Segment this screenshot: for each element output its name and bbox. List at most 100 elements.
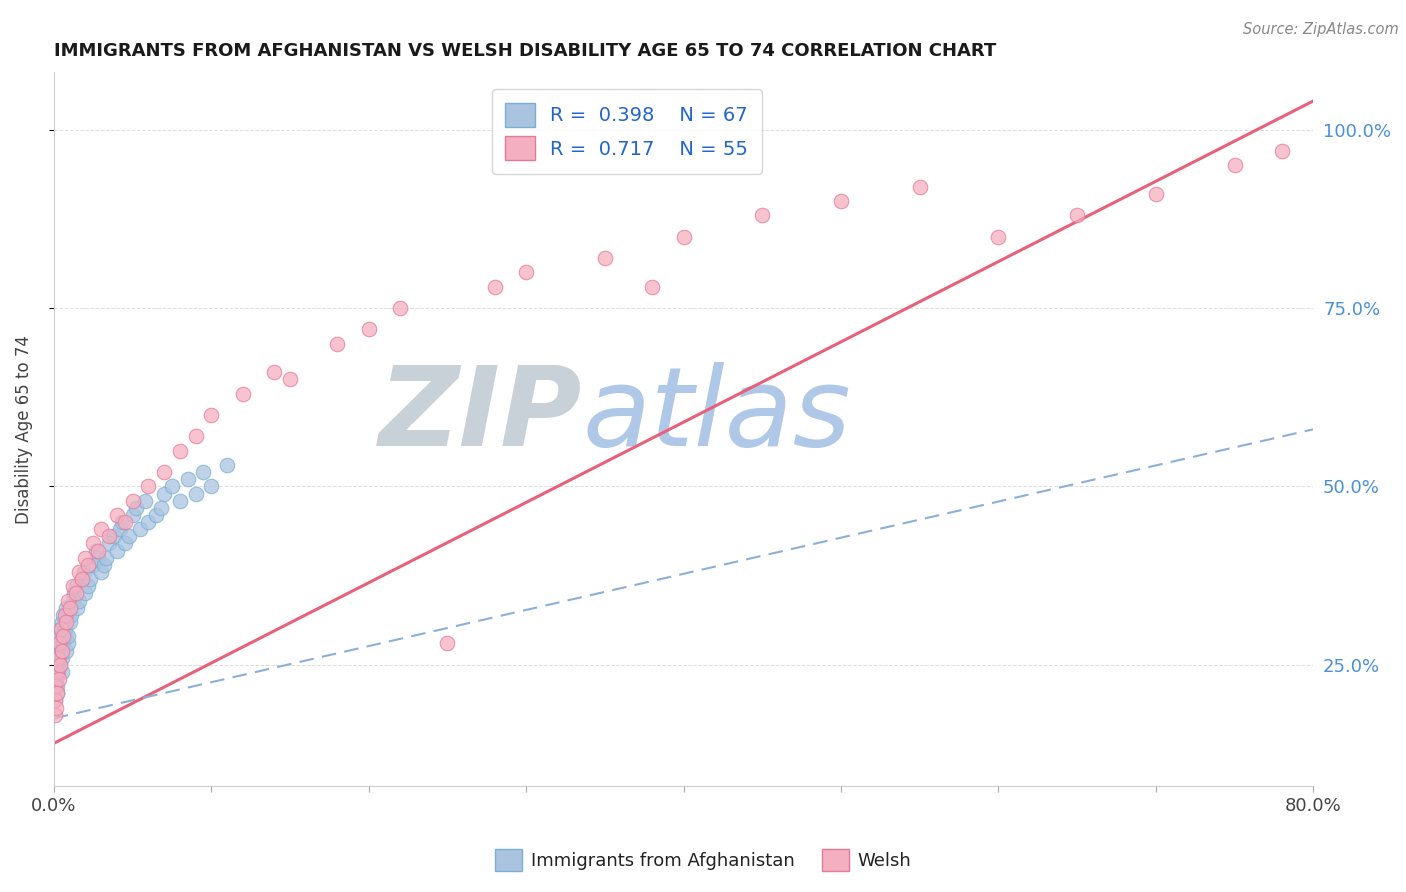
Point — [45, 643, 67, 657]
Point — [1271, 144, 1294, 158]
Point — [51, 665, 73, 679]
Point — [121, 493, 143, 508]
Legend: R =  0.398    N = 67, R =  0.717    N = 55: R = 0.398 N = 67, R = 0.717 N = 55 — [492, 89, 762, 174]
Point — [641, 279, 664, 293]
Point — [1144, 186, 1167, 201]
Point — [52, 607, 75, 622]
Point — [484, 279, 506, 293]
Point — [436, 636, 458, 650]
Point — [129, 522, 152, 536]
Point — [56, 629, 79, 643]
Point — [75, 586, 97, 600]
Point — [46, 650, 69, 665]
Point — [46, 665, 69, 679]
Point — [672, 229, 695, 244]
Point — [1066, 208, 1088, 222]
Point — [176, 472, 198, 486]
Point — [45, 672, 67, 686]
Point — [65, 586, 87, 600]
Point — [82, 558, 104, 572]
Point — [145, 508, 167, 522]
Point — [153, 465, 176, 479]
Point — [232, 386, 254, 401]
Point — [830, 194, 852, 208]
Point — [105, 508, 128, 522]
Point — [263, 365, 285, 379]
Point — [169, 443, 191, 458]
Point — [77, 558, 100, 572]
Point — [134, 493, 156, 508]
Point — [67, 565, 90, 579]
Point — [45, 686, 67, 700]
Text: atlas: atlas — [583, 361, 852, 468]
Point — [987, 229, 1010, 244]
Point — [45, 700, 67, 714]
Point — [51, 650, 73, 665]
Point — [62, 593, 84, 607]
Point — [169, 493, 191, 508]
Point — [149, 500, 172, 515]
Point — [97, 536, 120, 550]
Point — [136, 515, 159, 529]
Legend: Immigrants from Afghanistan, Welsh: Immigrants from Afghanistan, Welsh — [488, 842, 918, 879]
Point — [55, 643, 77, 657]
Point — [153, 486, 176, 500]
Point — [48, 636, 70, 650]
Point — [77, 579, 100, 593]
Point — [278, 372, 301, 386]
Point — [53, 607, 76, 622]
Point — [125, 500, 148, 515]
Point — [200, 479, 222, 493]
Point — [108, 522, 131, 536]
Point — [49, 657, 72, 672]
Point — [48, 650, 70, 665]
Point — [44, 679, 66, 693]
Point — [908, 179, 931, 194]
Point — [44, 693, 66, 707]
Point — [58, 615, 80, 629]
Point — [136, 479, 159, 493]
Point — [114, 536, 136, 550]
Point — [53, 629, 76, 643]
Point — [56, 593, 79, 607]
Point — [55, 600, 77, 615]
Point — [75, 550, 97, 565]
Point — [105, 543, 128, 558]
Point — [46, 686, 69, 700]
Point — [44, 665, 66, 679]
Point — [49, 643, 72, 657]
Point — [49, 622, 72, 636]
Point — [45, 650, 67, 665]
Point — [87, 543, 110, 558]
Point — [184, 429, 207, 443]
Point — [200, 408, 222, 422]
Point — [357, 322, 380, 336]
Text: Source: ZipAtlas.com: Source: ZipAtlas.com — [1243, 22, 1399, 37]
Point — [48, 629, 70, 643]
Point — [48, 672, 70, 686]
Point — [46, 657, 69, 672]
Point — [103, 529, 125, 543]
Point — [62, 579, 84, 593]
Point — [60, 607, 83, 622]
Point — [44, 679, 66, 693]
Point — [110, 515, 132, 529]
Point — [53, 622, 76, 636]
Point — [86, 543, 108, 558]
Point — [593, 251, 616, 265]
Point — [215, 458, 238, 472]
Point — [90, 522, 112, 536]
Point — [46, 679, 69, 693]
Point — [326, 336, 349, 351]
Point — [58, 600, 80, 615]
Point — [55, 615, 77, 629]
Point — [51, 615, 73, 629]
Point — [121, 508, 143, 522]
Point — [79, 572, 101, 586]
Point — [52, 636, 75, 650]
Point — [65, 579, 87, 593]
Point — [751, 208, 773, 222]
Y-axis label: Disability Age 65 to 74: Disability Age 65 to 74 — [15, 334, 32, 524]
Point — [1223, 158, 1246, 172]
Point — [193, 465, 215, 479]
